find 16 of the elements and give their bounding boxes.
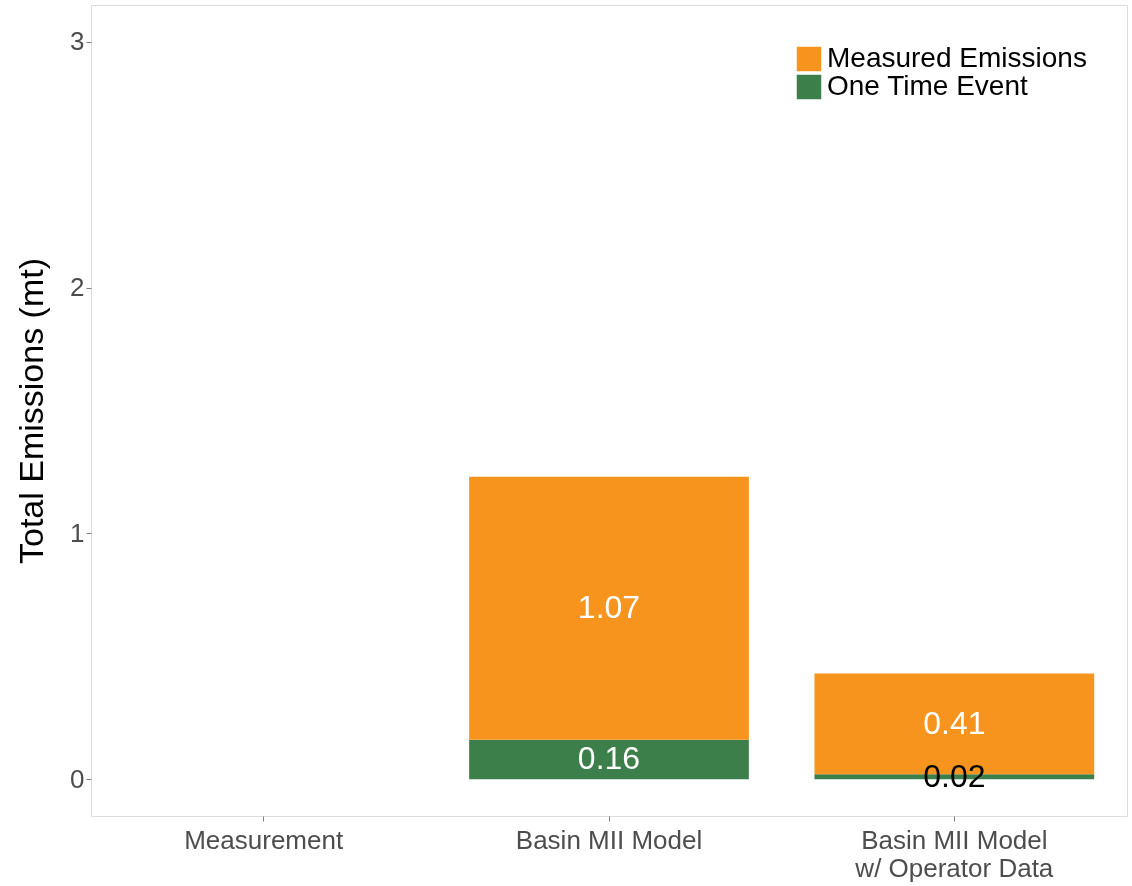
y-tick-label: 0: [70, 763, 85, 794]
y-axis-title: Total Emissions (mt): [12, 257, 51, 565]
x-tick-label: Basin MII Model w/ Operator Data: [854, 824, 1054, 883]
data-label: 1.07: [577, 589, 641, 626]
data-label: 0.16: [577, 740, 641, 777]
legend-label: One Time Event: [827, 70, 1028, 101]
bar: [469, 739, 749, 780]
x-tick-label: Measurement: [184, 824, 344, 855]
y-tick-label: 2: [70, 272, 85, 303]
x-tick-label: Basin MII Model: [515, 824, 703, 855]
y-tick-label: 3: [70, 26, 85, 57]
data-label: 0.02: [923, 757, 986, 794]
data-label: 0.41: [923, 704, 986, 741]
bar: [469, 476, 749, 740]
legend-label: Measured Emissions: [827, 42, 1087, 73]
y-tick-label: 1: [70, 517, 85, 548]
